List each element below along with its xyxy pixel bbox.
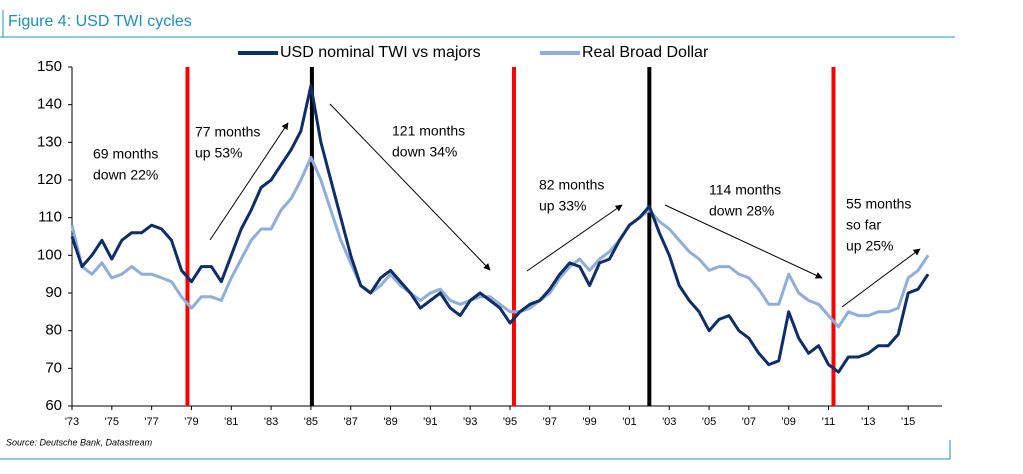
- x-tick-label: '15: [901, 416, 915, 428]
- x-tick-label: '95: [503, 416, 517, 428]
- annotation: 55 months: [846, 196, 911, 212]
- x-tick-label: '91: [423, 416, 437, 428]
- x-tick-label: '77: [144, 416, 158, 428]
- x-tick-label: '99: [582, 416, 596, 428]
- y-tick-label: 150: [37, 58, 62, 75]
- x-tick-label: '03: [662, 416, 676, 428]
- annotation: 77 months: [195, 124, 260, 140]
- y-tick-label: 90: [45, 284, 62, 301]
- annotation: 121 months: [392, 123, 465, 139]
- x-tick-label: '09: [782, 416, 796, 428]
- x-tick-label: '13: [861, 416, 875, 428]
- x-tick-label: '05: [702, 416, 716, 428]
- annotation: up 53%: [195, 145, 242, 161]
- x-tick-label: '01: [622, 416, 636, 428]
- series-line: [70, 155, 930, 329]
- source: Source: Deutsche Bank, Datastream: [6, 437, 153, 447]
- y-tick-label: 140: [37, 96, 62, 113]
- x-tick-label: '75: [105, 416, 119, 428]
- annotation: 114 months: [709, 182, 781, 198]
- annotation: 69 months: [93, 146, 158, 162]
- annotation: down 34%: [392, 144, 457, 160]
- series-line: [70, 84, 930, 374]
- x-tick-label: '11: [822, 416, 836, 428]
- annotation: up 33%: [539, 198, 586, 214]
- x-tick-label: '93: [463, 416, 477, 428]
- y-tick-label: 70: [45, 359, 62, 376]
- chart-title: Figure 4: USD TWI cycles: [8, 13, 192, 30]
- annotation: down 28%: [709, 203, 774, 219]
- y-tick-label: 120: [37, 171, 62, 188]
- x-tick-label: '85: [304, 416, 318, 428]
- y-tick-label: 80: [45, 322, 62, 339]
- x-tick-label: '87: [344, 416, 358, 428]
- annotation: up 25%: [846, 238, 893, 254]
- annotation: so far: [846, 217, 881, 233]
- y-tick-label: 100: [37, 246, 62, 263]
- arrow: [664, 204, 823, 279]
- x-tick-label: '83: [264, 416, 278, 428]
- x-tick-label: '79: [184, 416, 198, 428]
- annotation: 82 months: [539, 177, 604, 193]
- arrow: [329, 103, 491, 271]
- annotation: down 22%: [93, 167, 158, 183]
- x-tick-label: '73: [65, 416, 79, 428]
- y-tick-label: 110: [38, 209, 62, 226]
- legend-label: USD nominal TWI vs majors: [280, 44, 481, 61]
- y-tick-label: 60: [45, 397, 62, 414]
- arrow: [209, 122, 289, 241]
- y-tick-label: 130: [37, 133, 62, 150]
- x-tick-label: '97: [543, 416, 557, 428]
- x-tick-label: '89: [383, 416, 397, 428]
- x-tick-label: '81: [224, 416, 238, 428]
- arrow: [526, 204, 623, 272]
- legend-label: Real Broad Dollar: [582, 44, 709, 61]
- arrow: [841, 248, 921, 308]
- x-tick-label: '07: [742, 416, 756, 428]
